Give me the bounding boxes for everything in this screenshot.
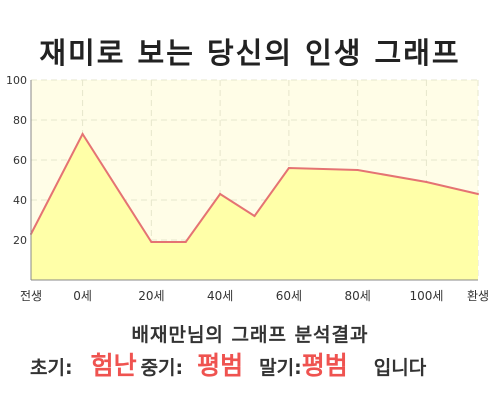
data-point xyxy=(253,215,256,217)
x-tick-label: 40세 xyxy=(207,289,233,303)
area-fill xyxy=(31,134,478,280)
y-tick-label: 60 xyxy=(13,154,27,167)
late-value: 평범 xyxy=(301,351,348,380)
x-tick-label: 100세 xyxy=(409,289,443,303)
data-point xyxy=(184,241,187,243)
series-line xyxy=(30,131,479,243)
late-label: 말기: xyxy=(259,357,302,379)
data-point xyxy=(287,167,290,169)
data-point xyxy=(81,133,84,135)
x-tick-label: 환생 xyxy=(467,289,489,303)
x-tick-label: 20세 xyxy=(138,289,164,303)
mid-label: 중기: xyxy=(140,357,184,379)
x-tick-label: 60세 xyxy=(276,289,302,303)
data-point xyxy=(425,181,428,183)
y-tick-label: 20 xyxy=(13,234,27,247)
data-point xyxy=(150,241,153,243)
x-tick-label: 0세 xyxy=(73,289,92,303)
data-point xyxy=(477,193,479,195)
mid-value: 평범 xyxy=(197,351,244,380)
y-tick-label: 80 xyxy=(13,114,27,127)
page-title: 재미로 보는 당신의 인생 그래프 xyxy=(39,36,461,70)
y-tick-label: 100 xyxy=(6,74,27,87)
early-value: 험난 xyxy=(90,351,137,380)
result-summary: 초기: 험난 중기: 평범 말기: 평범 입니다 xyxy=(0,346,500,382)
x-tick-label: 전생 xyxy=(20,289,42,303)
data-point xyxy=(356,169,359,171)
data-point xyxy=(219,193,222,195)
early-label: 초기: xyxy=(30,357,73,379)
y-tick-label: 40 xyxy=(13,194,27,207)
x-tick-label: 80세 xyxy=(344,289,370,303)
result-title: 배재만님의 그래프 분석결과 xyxy=(131,324,369,346)
result-suffix: 입니다 xyxy=(373,357,427,379)
